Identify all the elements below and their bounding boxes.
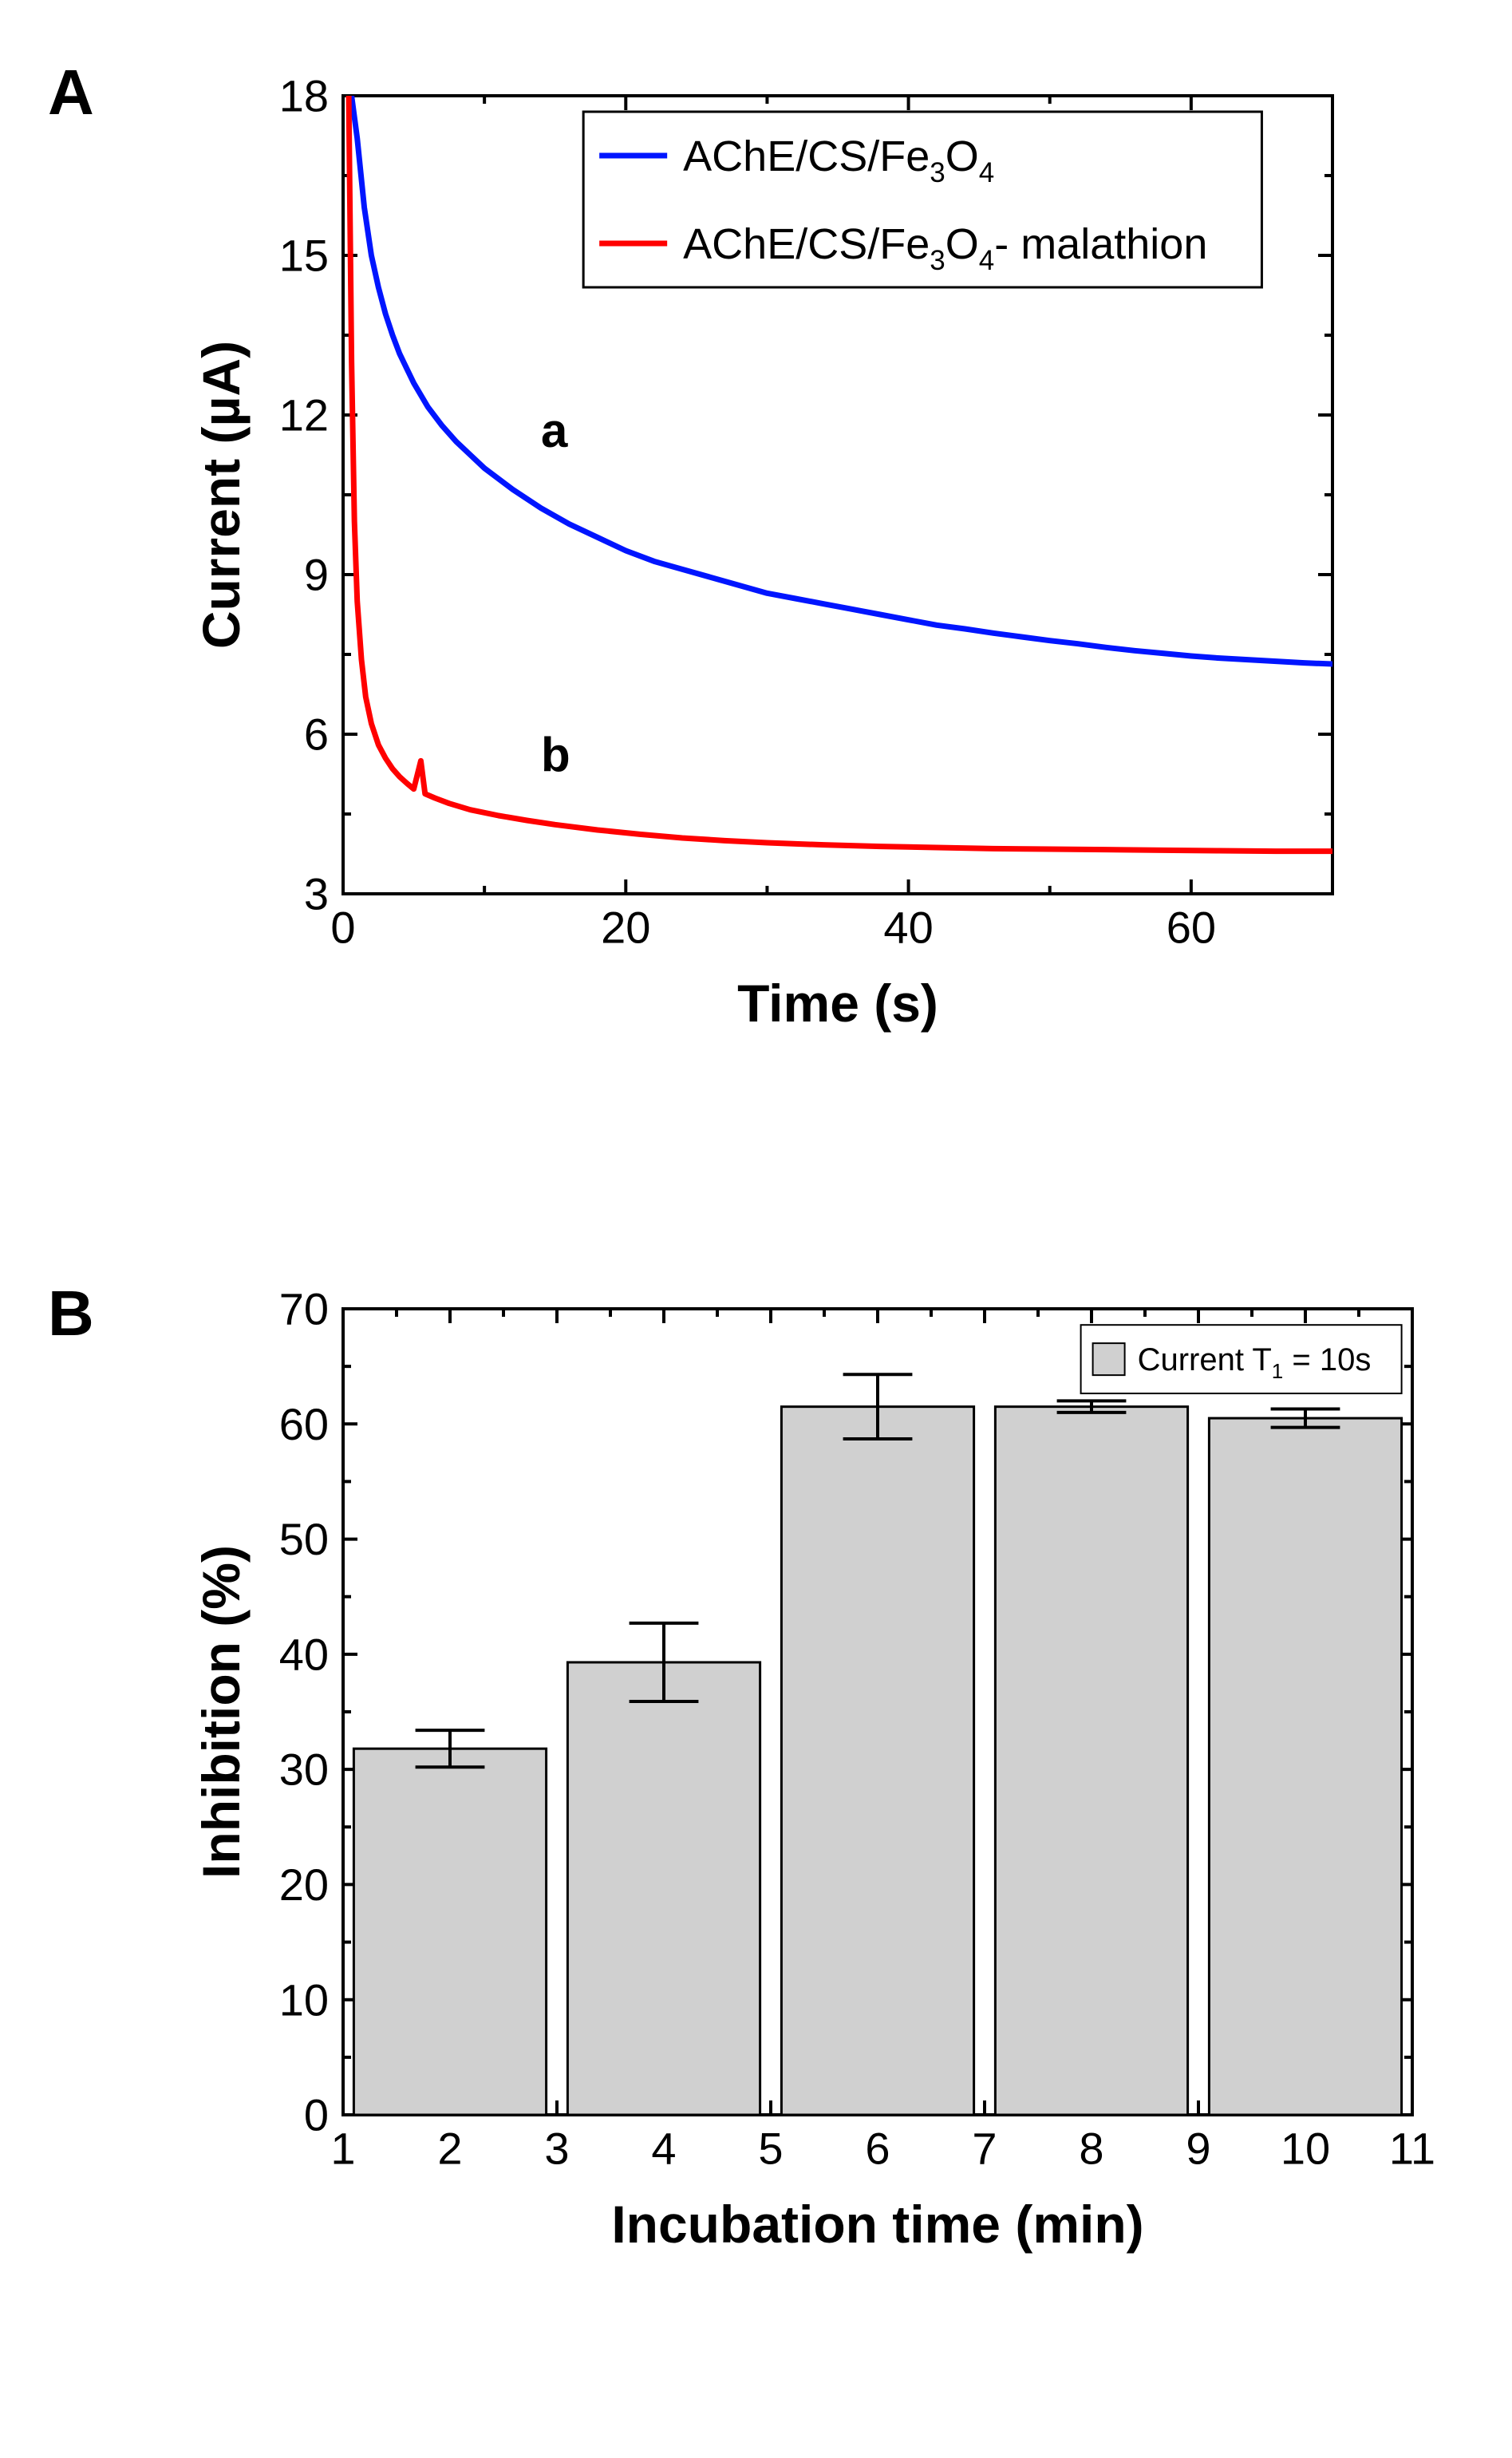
svg-text:11: 11 <box>1389 2124 1435 2174</box>
svg-text:20: 20 <box>279 1859 329 1910</box>
svg-text:5: 5 <box>758 2124 783 2174</box>
svg-text:0: 0 <box>304 2090 329 2140</box>
svg-text:15: 15 <box>279 231 329 281</box>
svg-text:1: 1 <box>330 2124 355 2174</box>
svg-text:Current (µA): Current (µA) <box>191 341 251 649</box>
svg-text:4: 4 <box>651 2124 676 2174</box>
svg-text:10: 10 <box>1281 2124 1330 2174</box>
panel-b: B 1 2 3 4 5 6 7 8 9 10 11 0 10 20 30 40 50 60 70 Incubation… <box>48 1277 1464 2458</box>
svg-text:0: 0 <box>330 903 355 953</box>
svg-text:60: 60 <box>1167 903 1216 953</box>
svg-text:a: a <box>541 404 568 457</box>
svg-text:12: 12 <box>279 390 329 441</box>
svg-text:9: 9 <box>304 550 329 600</box>
panel-b-plot: 1 2 3 4 5 6 7 8 9 10 11 0 10 20 30 40 50 60 70 Incubation t… <box>184 1277 1464 2274</box>
svg-text:18: 18 <box>279 71 329 121</box>
svg-text:10: 10 <box>279 1974 329 2025</box>
svg-text:3: 3 <box>304 869 329 919</box>
svg-text:Time (s): Time (s) <box>737 974 938 1033</box>
svg-text:Incubation time (min): Incubation time (min) <box>611 2195 1143 2254</box>
svg-text:70: 70 <box>279 1284 329 1334</box>
svg-text:20: 20 <box>601 903 650 953</box>
svg-text:2: 2 <box>437 2124 462 2174</box>
svg-text:30: 30 <box>279 1745 329 1795</box>
svg-text:40: 40 <box>883 903 933 953</box>
svg-text:8: 8 <box>1079 2124 1103 2174</box>
svg-text:40: 40 <box>279 1629 329 1679</box>
svg-text:AChE/CS/Fe3O4- malathion: AChE/CS/Fe3O4- malathion <box>683 220 1207 276</box>
panel-b-label: B <box>48 1277 94 1350</box>
svg-text:6: 6 <box>304 709 329 760</box>
svg-text:60: 60 <box>279 1399 329 1449</box>
svg-text:Inhibition (%): Inhibition (%) <box>191 1545 251 1879</box>
svg-text:50: 50 <box>279 1514 329 1564</box>
panel-a: A 0 20 40 60 3 6 9 12 15 18 Time (s) Current (µA) a b… <box>48 56 1464 1253</box>
svg-text:9: 9 <box>1186 2124 1210 2174</box>
svg-text:AChE/CS/Fe3O4: AChE/CS/Fe3O4 <box>683 132 994 188</box>
svg-text:7: 7 <box>972 2124 997 2174</box>
svg-text:b: b <box>541 729 570 782</box>
svg-text:3: 3 <box>544 2124 569 2174</box>
svg-text:6: 6 <box>865 2124 890 2174</box>
panel-a-label: A <box>48 56 94 129</box>
svg-text:Current T1 = 10s: Current T1 = 10s <box>1138 1342 1372 1383</box>
panel-a-plot: 0 20 40 60 3 6 9 12 15 18 Time (s) Current (µA) a b AC… <box>184 56 1464 1053</box>
